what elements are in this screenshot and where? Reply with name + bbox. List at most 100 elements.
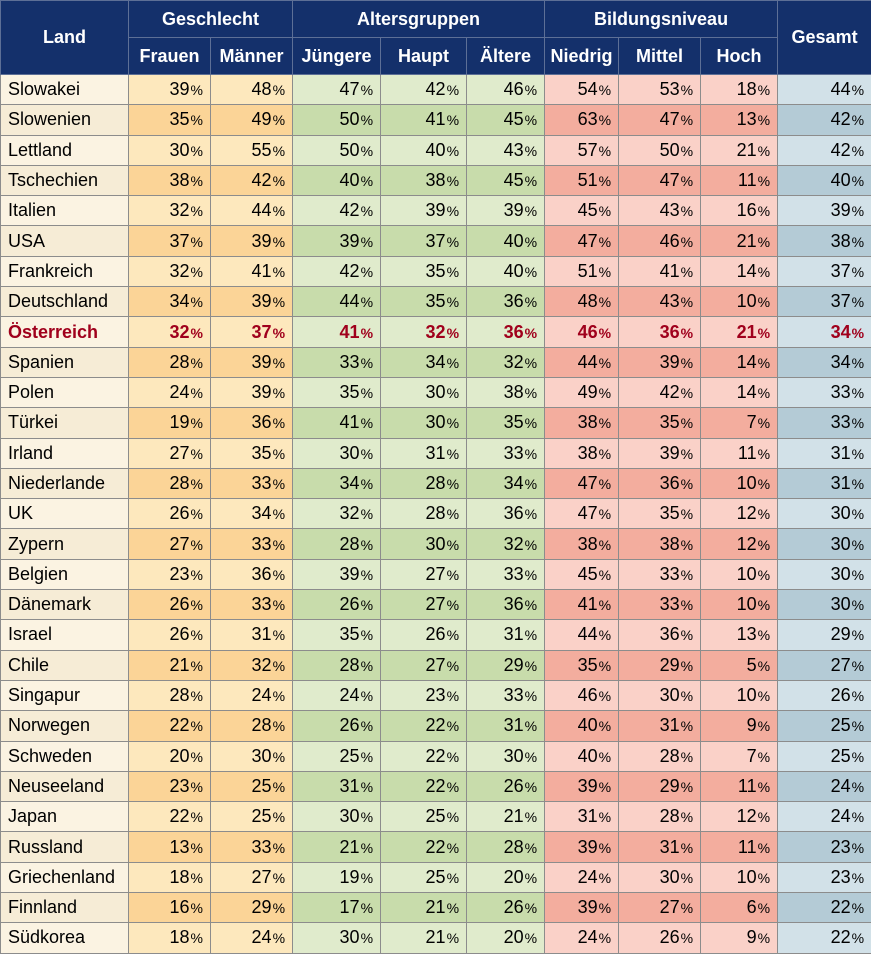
cell-value: 54 xyxy=(577,79,598,100)
cell-value: 10 xyxy=(736,594,757,615)
cell-gesamt: 27% xyxy=(777,649,871,681)
cell-value: 47 xyxy=(577,473,598,493)
cell-value: 18 xyxy=(169,927,190,948)
cell-maenner: 49% xyxy=(209,104,294,136)
cell-value: 35 xyxy=(659,412,680,433)
percent-unit: % xyxy=(851,869,865,886)
cell-gesamt: 30% xyxy=(777,498,871,530)
percent-unit: % xyxy=(190,657,203,674)
percent-unit: % xyxy=(190,627,203,644)
cell-haupt: 41% xyxy=(380,104,468,136)
percent-unit: % xyxy=(851,142,865,159)
percent-unit: % xyxy=(680,263,694,280)
percent-unit: % xyxy=(757,142,771,159)
cell-value: 7 xyxy=(746,412,757,433)
percent-unit: % xyxy=(190,203,203,220)
cell-hoch: 14% xyxy=(700,255,779,288)
country-name: Slowenien xyxy=(0,104,129,136)
cell-haupt: 32% xyxy=(380,316,468,348)
cell-value: 50 xyxy=(339,109,360,130)
percent-unit: % xyxy=(272,597,286,614)
table-row: Neuseeland 23% 25% 31% 22% 26% 39% 29% 11% 24% xyxy=(0,770,871,803)
cell-haupt: 22% xyxy=(380,770,468,803)
cell-niedrig: 45% xyxy=(544,195,620,227)
cell-value: 23 xyxy=(830,866,851,887)
percent-unit: % xyxy=(446,203,460,220)
cell-maenner: 33% xyxy=(209,589,294,621)
percent-unit: % xyxy=(360,324,374,341)
cell-hoch: 10% xyxy=(700,558,779,591)
percent-unit: % xyxy=(851,627,865,644)
percent-unit: % xyxy=(272,142,286,159)
cell-value: 30 xyxy=(339,442,360,463)
cell-frauen: 21% xyxy=(128,649,211,681)
percent-unit: % xyxy=(757,536,771,553)
cell-frauen: 38% xyxy=(128,164,211,197)
percent-unit: % xyxy=(190,445,203,462)
cell-frauen: 28% xyxy=(128,679,211,712)
cell-mittel: 33% xyxy=(618,558,702,591)
cell-aeltere: 20% xyxy=(466,861,546,894)
percent-unit: % xyxy=(524,506,538,523)
cell-gesamt: 40% xyxy=(777,164,871,197)
country-name: Russland xyxy=(0,831,129,863)
cell-value: 27 xyxy=(425,594,446,615)
cell-value: 30 xyxy=(503,745,524,766)
cell-juengere: 31% xyxy=(292,770,382,803)
cell-gesamt: 38% xyxy=(777,225,871,257)
cell-maenner: 41% xyxy=(209,255,294,288)
cell-niedrig: 44% xyxy=(544,346,620,378)
cell-value: 34 xyxy=(251,503,272,524)
percent-unit: % xyxy=(446,657,460,674)
cell-value: 22 xyxy=(425,745,446,766)
cell-value: 19 xyxy=(339,866,360,887)
cell-value: 39 xyxy=(339,230,360,251)
percent-unit: % xyxy=(446,597,460,614)
percent-unit: % xyxy=(757,809,771,826)
percent-unit: % xyxy=(446,415,460,432)
country-name: UK xyxy=(0,498,129,530)
cell-gesamt: 22% xyxy=(777,892,871,924)
percent-unit: % xyxy=(272,82,286,99)
cell-aeltere: 38% xyxy=(466,376,546,409)
percent-unit: % xyxy=(190,476,203,492)
cell-value: 42 xyxy=(425,79,446,100)
cell-value: 32 xyxy=(425,321,446,342)
cell-mittel: 47% xyxy=(618,104,702,136)
cell-value: 39 xyxy=(659,351,680,372)
cell-mittel: 43% xyxy=(618,286,702,318)
cell-value: 36 xyxy=(659,473,680,493)
cell-value: 43 xyxy=(659,291,680,312)
cell-value: 27 xyxy=(425,654,446,675)
cell-value: 30 xyxy=(425,382,446,403)
percent-unit: % xyxy=(446,142,460,159)
percent-unit: % xyxy=(190,415,203,432)
table-row: Israel 26% 31% 35% 26% 31% 44% 36% 13% 29% xyxy=(0,619,871,651)
cell-mittel: 29% xyxy=(618,649,702,681)
cell-value: 28 xyxy=(339,533,360,554)
cell-value: 31 xyxy=(659,715,680,736)
cell-haupt: 30% xyxy=(380,528,468,560)
cell-value: 34 xyxy=(339,473,360,493)
table-body: Slowakei 39% 48% 47% 42% 46% 54% 53% 18% 44% Slowe… xyxy=(0,73,871,954)
percent-unit: % xyxy=(598,112,612,129)
table-row: Griechenland 18% 27% 19% 25% 20% 24% 30% 10% 23% xyxy=(0,861,871,894)
cell-mittel: 42% xyxy=(618,376,702,409)
percent-unit: % xyxy=(190,82,203,99)
percent-unit: % xyxy=(851,718,865,735)
cell-value: 39 xyxy=(251,230,272,251)
cell-value: 25 xyxy=(251,775,272,796)
table-row: Polen 24% 39% 35% 30% 38% 49% 42% 14% 33% xyxy=(0,376,871,409)
cell-niedrig: 39% xyxy=(544,892,620,924)
percent-unit: % xyxy=(524,657,538,674)
percent-unit: % xyxy=(598,233,612,250)
cell-haupt: 22% xyxy=(380,740,468,772)
cell-value: 34 xyxy=(830,351,851,372)
percent-unit: % xyxy=(757,778,771,795)
cell-gesamt: 34% xyxy=(777,316,871,348)
percent-unit: % xyxy=(598,354,612,371)
cell-value: 42 xyxy=(830,139,851,160)
percent-unit: % xyxy=(524,142,538,159)
cell-hoch: 12% xyxy=(700,801,779,833)
table-row: Zypern 27% 33% 28% 30% 32% 38% 38% 12% 30% xyxy=(0,528,871,560)
